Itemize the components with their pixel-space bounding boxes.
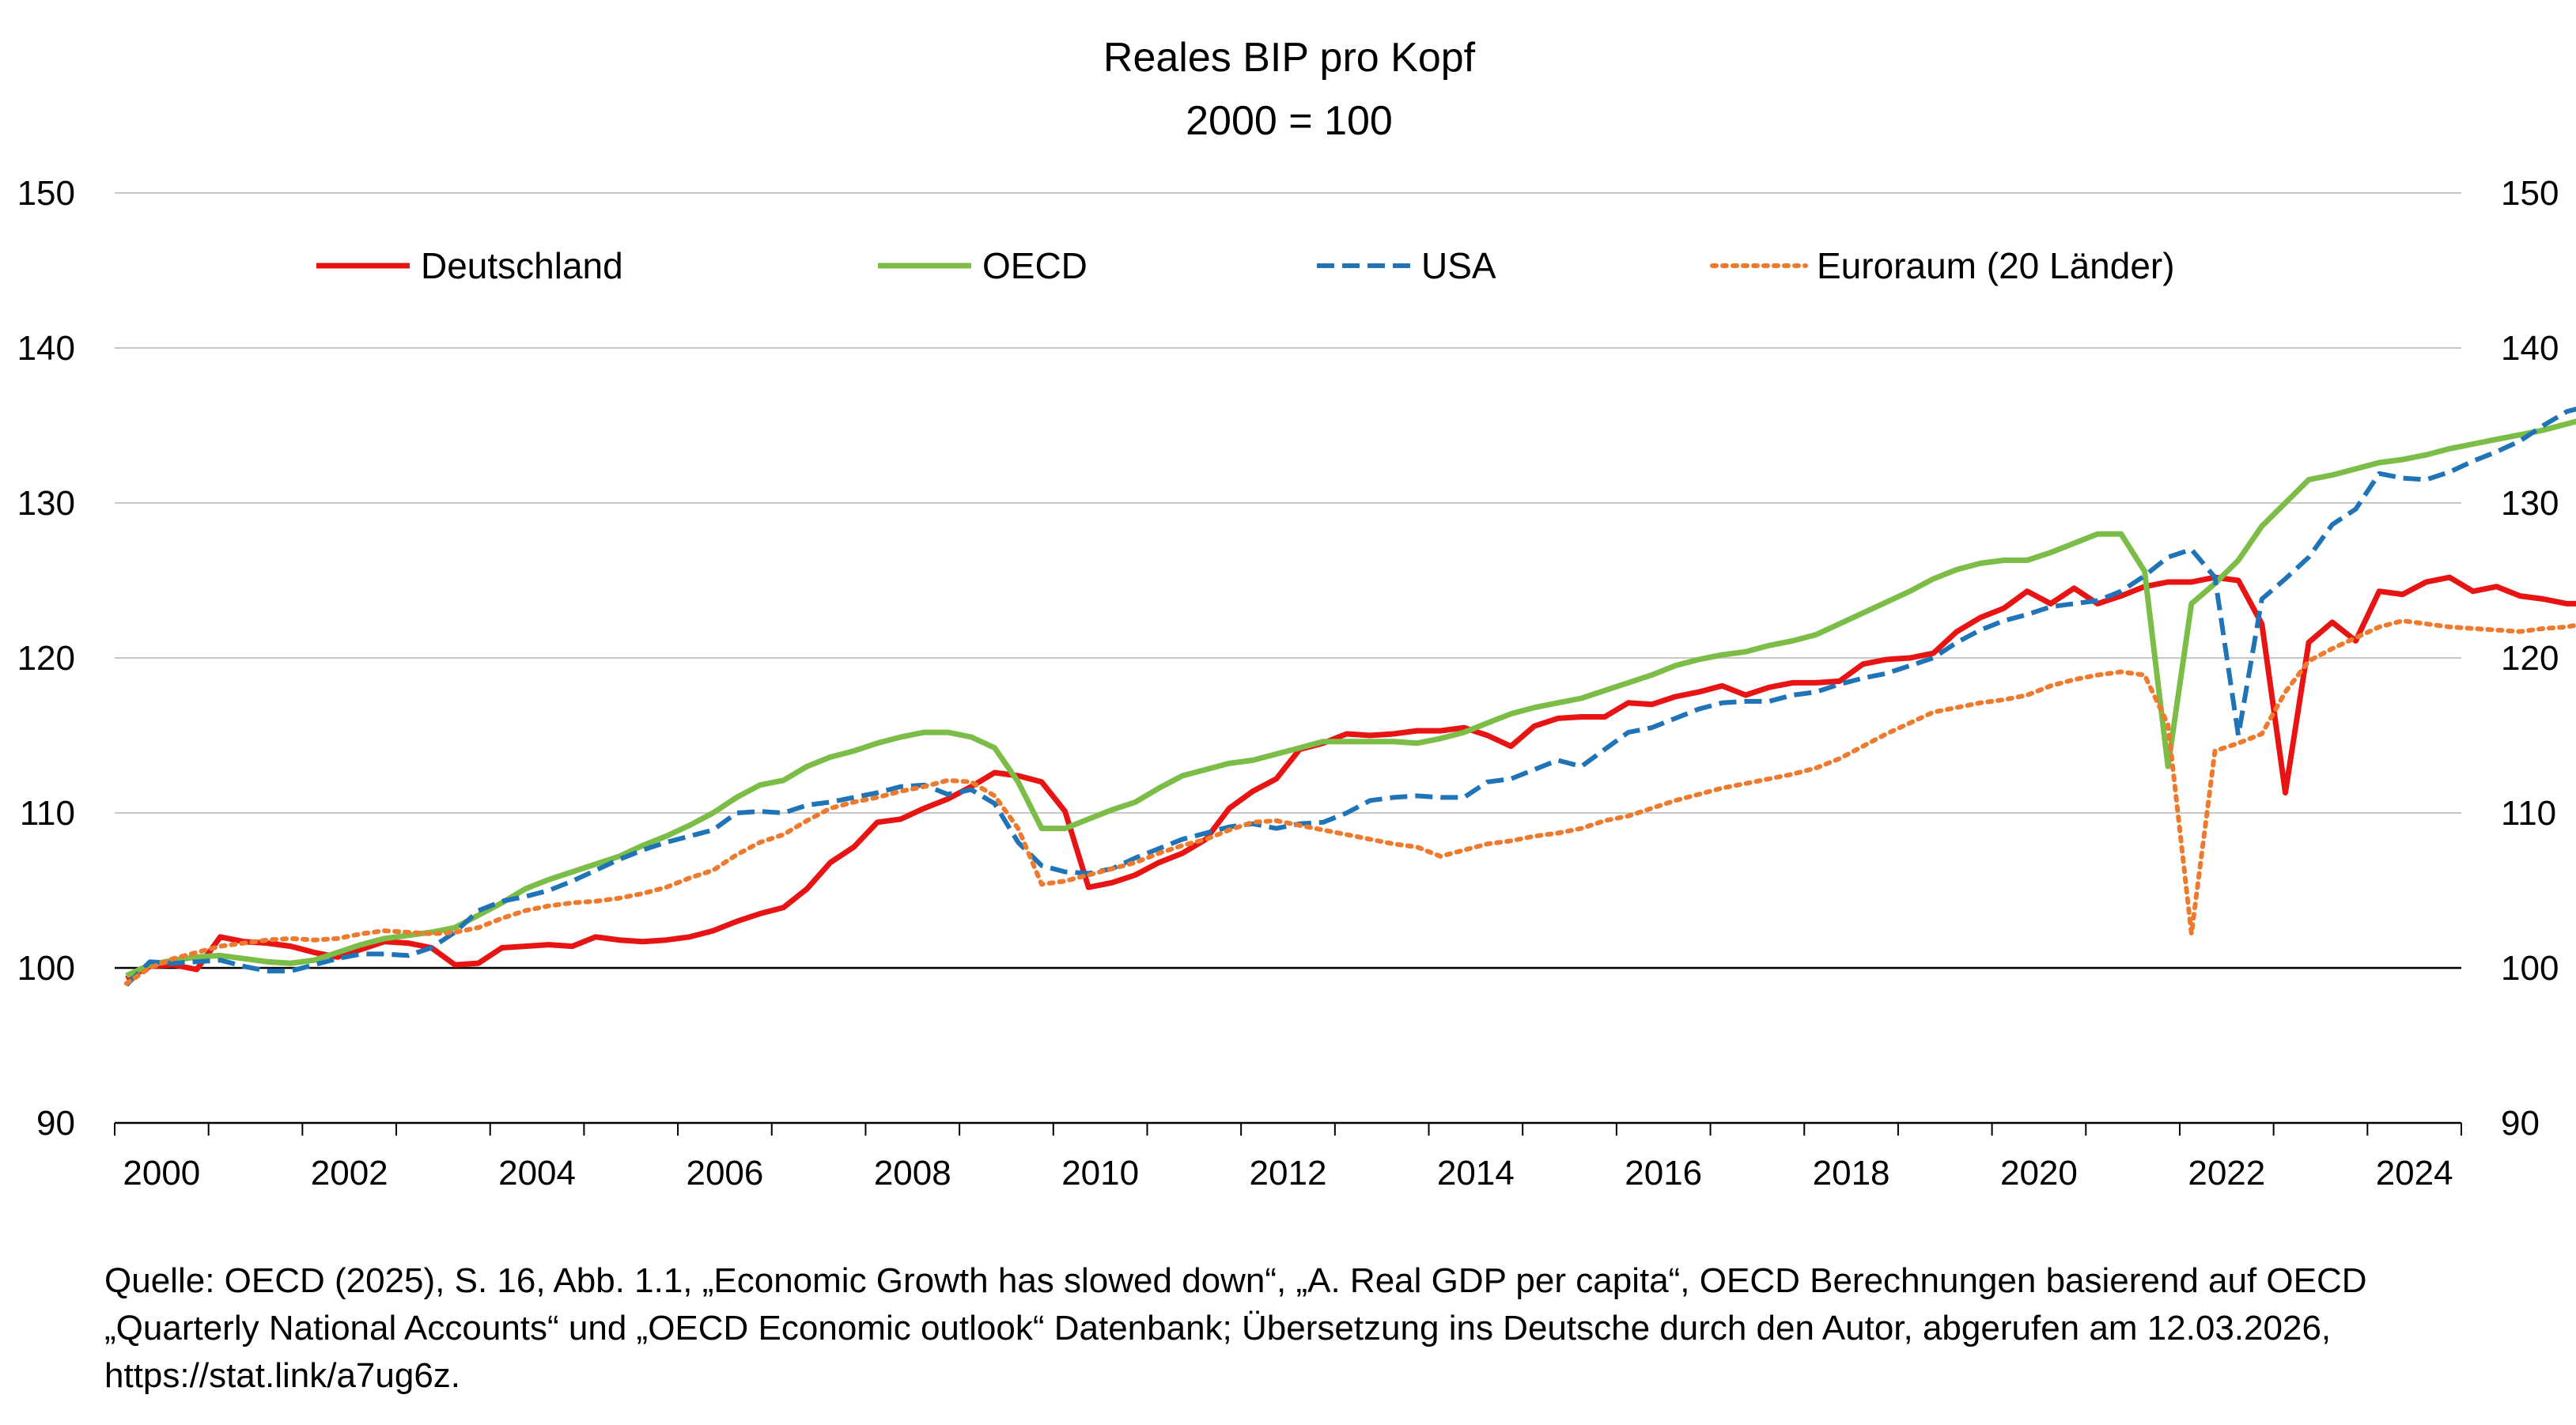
y-tick-right-130: 130	[2501, 484, 2559, 523]
series-line-3	[123, 618, 2576, 986]
x-tick-2020: 2020	[2000, 1154, 2078, 1193]
series-lines	[123, 406, 2576, 987]
chart-subtitle: 2000 = 100	[1186, 98, 1393, 144]
gridlines	[115, 192, 2461, 1124]
line-chart: Reales BIP pro Kopf 2000 = 100 90 100 110 1…	[17, 35, 2576, 1193]
x-tick-2004: 2004	[498, 1154, 576, 1193]
y-tick-right-150: 150	[2501, 174, 2559, 213]
y-tick-right-120: 120	[2501, 639, 2559, 678]
y-tick-left-120: 120	[17, 639, 75, 678]
legend-label-3: Euroraum (20 Länder)	[1817, 245, 2175, 286]
y-tick-right-100: 100	[2501, 949, 2559, 988]
legend-label-2: USA	[1421, 245, 1496, 286]
x-tick-2016: 2016	[1625, 1154, 1702, 1193]
y-tick-left-90: 90	[36, 1104, 75, 1143]
legend-label-0: Deutschland	[421, 245, 623, 286]
x-tick-2008: 2008	[874, 1154, 951, 1193]
y-tick-left-130: 130	[17, 484, 75, 523]
x-axis: 2000 2002 2004 2006 2008 2010 2012 2014 2016 2018…	[114, 1121, 2462, 1193]
y-tick-left-140: 140	[17, 329, 75, 368]
legend: Deutschland OECD USA Euroraum (20 Länder)	[316, 245, 2175, 286]
x-tick-2002: 2002	[311, 1154, 388, 1193]
series-line-1	[125, 418, 2576, 978]
x-tick-2010: 2010	[1061, 1154, 1139, 1193]
series-line-0	[125, 574, 2576, 981]
legend-label-1: OECD	[982, 245, 1088, 286]
y-axis-left-labels: 90 100 110 120 130 140 150	[17, 174, 75, 1143]
y-tick-left-150: 150	[17, 174, 75, 213]
x-tick-2000: 2000	[123, 1154, 200, 1193]
x-tick-2024: 2024	[2376, 1154, 2453, 1193]
series-line-2	[124, 406, 2576, 987]
y-tick-left-100: 100	[17, 949, 75, 988]
y-tick-right-110: 110	[2501, 794, 2556, 833]
chart-title: Reales BIP pro Kopf	[1103, 35, 1476, 81]
x-tick-2014: 2014	[1437, 1154, 1515, 1193]
x-tick-2012: 2012	[1250, 1154, 1327, 1193]
y-tick-left-110: 110	[20, 794, 75, 833]
x-tick-2018: 2018	[1813, 1154, 1890, 1193]
y-axis-right-labels: 90 100 110 120 130 140 150	[2501, 174, 2559, 1143]
x-tick-2006: 2006	[686, 1154, 763, 1193]
source-note: Quelle: OECD (2025), S. 16, Abb. 1.1, „E…	[104, 1261, 2367, 1395]
y-tick-right-90: 90	[2501, 1104, 2540, 1143]
x-tick-2022: 2022	[2188, 1154, 2265, 1193]
y-tick-right-140: 140	[2501, 329, 2559, 368]
